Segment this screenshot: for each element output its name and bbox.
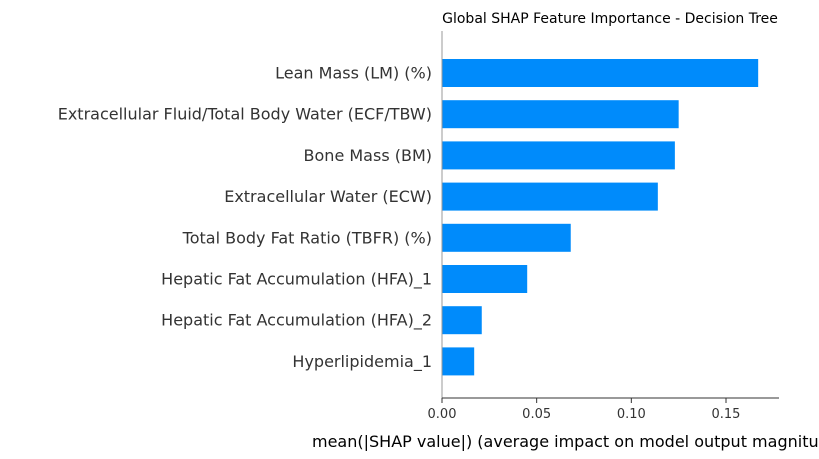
bar [442,59,759,87]
bar [442,141,675,170]
category-label: Bone Mass (BM) [304,146,432,165]
category-label: Extracellular Water (ECW) [224,187,432,206]
x-axis-label: mean(|SHAP value|) (average impact on mo… [312,432,819,451]
x-tick-label: 0.10 [617,407,646,422]
category-label: Hepatic Fat Accumulation (HFA)_2 [161,311,432,331]
bar [442,306,482,335]
category-label: Hyperlipidemia_1 [292,352,432,372]
category-label: Total Body Fat Ratio (TBFR) (%) [182,228,432,247]
x-axis-ticks: 0.00 0.05 0.10 0.15 [428,398,741,422]
bar [442,182,658,211]
x-tick-label: 0.00 [428,407,457,422]
bar [442,265,528,293]
category-labels: Lean Mass (LM) (%) Extracellular Fluid/To… [58,64,432,372]
category-label: Extracellular Fluid/Total Body Water (EC… [58,105,432,124]
x-tick-label: 0.15 [712,407,741,422]
chart-title: Global SHAP Feature Importance - Decisio… [442,11,778,27]
bars-group [442,59,759,376]
category-label: Hepatic Fat Accumulation (HFA)_1 [161,270,432,290]
bar [442,347,475,376]
bar [442,223,571,252]
category-label: Lean Mass (LM) (%) [275,64,432,83]
x-tick-label: 0.05 [522,407,551,422]
bar [442,100,679,129]
